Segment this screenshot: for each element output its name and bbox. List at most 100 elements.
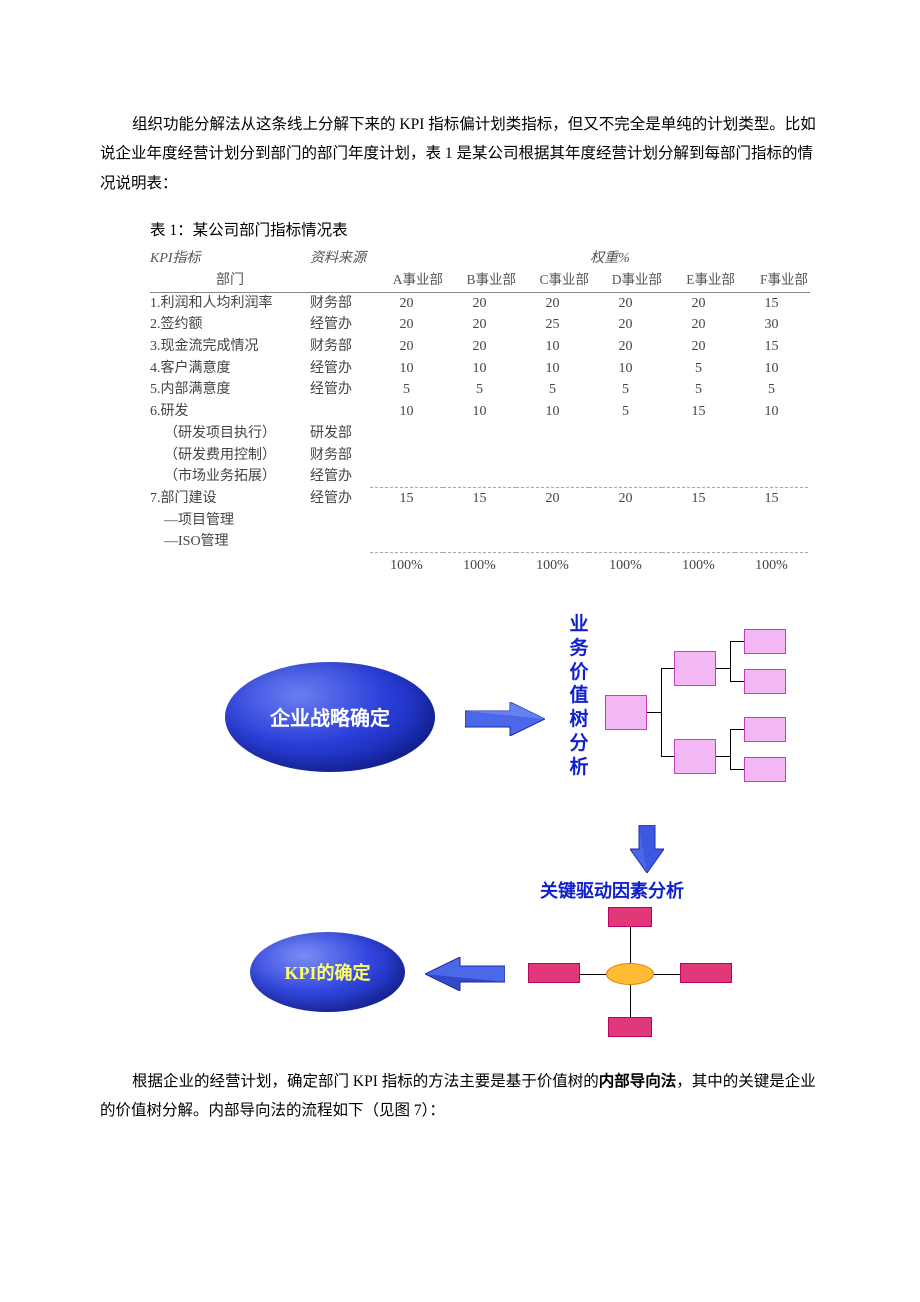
row-value: 10 [735,401,808,423]
row-source: 研发部 [310,423,370,445]
row-value: 10 [370,401,443,423]
row-label: —ISO管理 [150,531,310,553]
row-source: 经管办 [310,314,370,336]
row-label: 1.利润和人均利润率 [150,293,310,315]
row-value: 15 [735,336,808,358]
tree-connector [647,712,661,713]
row-value: 10 [443,358,516,380]
tree-root [605,695,647,730]
row-value [443,445,516,467]
row-label: —项目管理 [150,510,310,532]
tree-connector [716,756,730,757]
row-value [516,510,589,532]
row-value [589,466,662,488]
row-value [735,445,808,467]
row-value: 20 [370,336,443,358]
tree-connector [730,641,744,642]
total-value: 100% [516,555,589,577]
row-value: 15 [735,293,808,315]
tree-leaf-0 [744,629,786,654]
header-source: 资料来源 [310,248,410,270]
oval-strategy: 企业战略确定 [225,662,435,772]
tree-connector [661,668,662,756]
table-row: 5.内部满意度经管办555555 [150,379,810,401]
row-label: （市场业务拓展） [150,466,310,488]
table-row: 4.客户满意度经管办10101010510 [150,358,810,380]
row-value [589,510,662,532]
row-value: 10 [443,401,516,423]
row-value [443,423,516,445]
row-value: 5 [589,379,662,401]
col-a: A事业部 [370,270,443,292]
row-value: 5 [370,379,443,401]
row-value [662,423,735,445]
row-source: 财务部 [310,336,370,358]
cross-connector [630,984,631,1017]
row-value: 10 [370,358,443,380]
col-d: D事业部 [589,270,662,292]
table-total-row: 100%100%100%100%100%100% [150,555,810,577]
cross-center-node [606,963,654,985]
header-kpi: KPI指标 [150,248,310,270]
total-value: 100% [589,555,662,577]
table-row: —项目管理 [150,510,810,532]
tree-leaf-1 [744,669,786,694]
closing-bold: 内部导向法 [599,1073,677,1090]
key-driver-label: 关键驱动因素分析 [540,877,684,903]
row-label: （研发项目执行） [150,423,310,445]
col-f: F事业部 [735,270,808,292]
row-value: 15 [735,488,808,510]
row-value: 20 [370,293,443,315]
tree-connector [716,668,730,669]
table-row: —ISO管理 [150,531,810,553]
row-value: 5 [516,379,589,401]
arrow-down-icon [630,825,664,873]
col-b: B事业部 [443,270,516,292]
row-value [735,510,808,532]
tree-connector [730,729,744,730]
table-row: 7.部门建设经管办151520201515 [150,488,810,510]
row-value: 10 [516,401,589,423]
row-value: 20 [443,336,516,358]
col-c: C事业部 [516,270,589,292]
row-value: 20 [589,336,662,358]
row-label: （研发费用控制） [150,445,310,467]
row-label: 3.现金流完成情况 [150,336,310,358]
row-value: 15 [443,488,516,510]
row-value: 5 [662,358,735,380]
row-value: 10 [589,358,662,380]
row-value: 5 [589,401,662,423]
row-value: 30 [735,314,808,336]
row-value: 20 [589,293,662,315]
intro-paragraph: 组织功能分解法从这条线上分解下来的 KPI 指标偏计划类指标，但又不完全是单纯的… [100,110,820,198]
total-value: 100% [662,555,735,577]
tree-connector [661,756,675,757]
oval-kpi-label: KPI的确定 [284,959,370,985]
row-value [443,531,516,553]
row-value: 20 [662,293,735,315]
row-value [370,423,443,445]
closing-paragraph: 根据企业的经营计划，确定部门 KPI 指标的方法主要是基于价值树的内部导向法，其… [100,1067,820,1126]
cross-bottom [608,1017,652,1037]
table-row: 2.签约额经管办202025202030 [150,314,810,336]
row-value: 5 [443,379,516,401]
row-value: 15 [662,401,735,423]
tree-connector [730,769,744,770]
process-diagram: 企业战略确定 业务价值树分析 关键驱动因素分析 KPI的确定 [130,607,850,1057]
row-value: 25 [516,314,589,336]
col-e: E事业部 [662,270,735,292]
tree-connector [661,668,675,669]
row-value [662,531,735,553]
cross-right [680,963,732,983]
row-value: 20 [589,314,662,336]
table-row: 3.现金流完成情况财务部202010202015 [150,336,810,358]
tree-mid-0 [674,651,716,686]
table-caption: 表 1：某公司部门指标情况表 [150,218,820,240]
kpi-table: KPI指标 资料来源 权重% 部门 A事业部 B事业部 C事业部 D事业部 E事… [150,248,810,576]
row-value: 20 [516,488,589,510]
row-value [662,510,735,532]
cross-connector [580,974,608,975]
row-value [735,423,808,445]
row-value [443,510,516,532]
cross-connector [652,974,680,975]
